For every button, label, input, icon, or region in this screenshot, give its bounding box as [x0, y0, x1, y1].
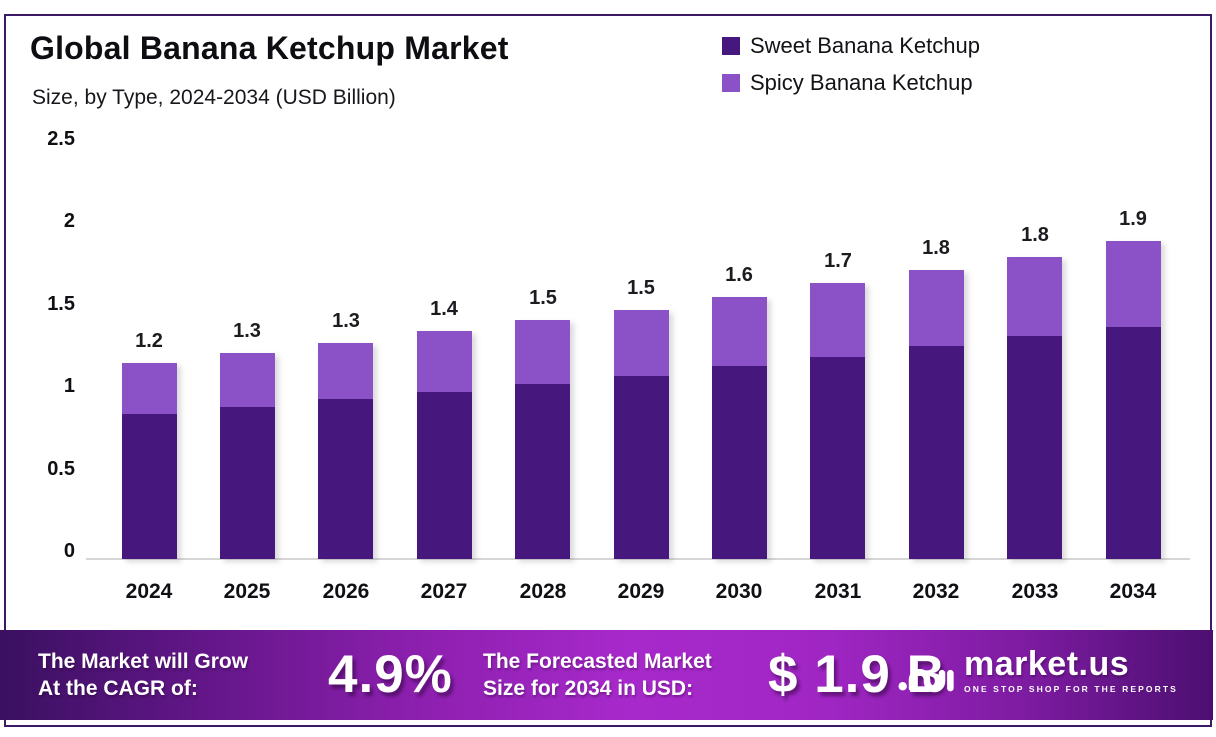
bar-2025 — [220, 353, 275, 559]
cagr-label: The Market will Grow At the CAGR of: — [38, 650, 249, 700]
bar-total-label-2025: 1.3 — [233, 320, 261, 342]
y-tick-label-0: 0 — [63, 540, 75, 562]
chart-title: Global Banana Ketchup Market — [30, 30, 509, 66]
y-tick-label-1.5: 1.5 — [47, 292, 75, 315]
bar-total-label-2024: 1.2 — [135, 330, 163, 352]
bar-2027 — [417, 331, 472, 559]
y-tick-label-2.5: 2.5 — [47, 127, 75, 150]
bar-segment-spicy-2034 — [1106, 241, 1161, 327]
bar-2029 — [614, 310, 669, 559]
legend-item-sweet: Sweet Banana Ketchup — [722, 33, 980, 59]
bar-2026 — [318, 343, 373, 559]
x-axis-label-2032: 2032 — [912, 580, 960, 603]
x-axis-label-2026: 2026 — [322, 580, 370, 603]
brand-name: market.us — [964, 645, 1130, 683]
bar-total-label-2034: 1.9 — [1119, 208, 1147, 230]
legend-label-spicy: Spicy Banana Ketchup — [750, 70, 973, 95]
bar-segment-spicy-2030 — [712, 297, 767, 366]
bar-segment-sweet-2030 — [712, 366, 767, 559]
bar-total-label-2031: 1.7 — [824, 250, 852, 272]
brand-logo: market.us ONE STOP SHOP FOR THE REPORTS — [898, 646, 1178, 696]
legend-swatch-spicy — [722, 74, 740, 92]
bar-segment-spicy-2032 — [909, 270, 964, 346]
bar-segment-sweet-2033 — [1007, 336, 1062, 559]
bar-segment-sweet-2026 — [318, 399, 373, 559]
x-axis-label-2028: 2028 — [519, 580, 567, 603]
bar-segment-sweet-2029 — [614, 376, 669, 559]
bar-segment-spicy-2031 — [810, 283, 865, 357]
bar-segment-spicy-2026 — [318, 343, 373, 399]
marketus-logo-icon — [898, 668, 954, 693]
bar-segment-spicy-2033 — [1007, 257, 1062, 336]
bar-total-label-2029: 1.5 — [627, 277, 655, 299]
cagr-value: 4.9% — [328, 645, 453, 704]
bar-segment-spicy-2028 — [515, 320, 570, 384]
y-tick-label-2: 2 — [63, 210, 75, 232]
footer-banner: The Market will Grow At the CAGR of: 4.9… — [0, 630, 1213, 720]
bar-2034 — [1106, 241, 1161, 559]
bar-segment-sweet-2025 — [220, 407, 275, 559]
bar-2031 — [810, 283, 865, 559]
bar-segment-spicy-2024 — [122, 363, 177, 414]
x-axis-label-2024: 2024 — [125, 580, 173, 603]
bar-2032 — [909, 270, 964, 559]
x-axis-label-2029: 2029 — [617, 580, 665, 603]
bar-segment-spicy-2029 — [614, 310, 669, 376]
legend-label-sweet: Sweet Banana Ketchup — [750, 33, 980, 58]
x-axis-label-2025: 2025 — [223, 580, 271, 603]
bar-segment-sweet-2034 — [1106, 327, 1161, 559]
legend-swatch-sweet — [722, 37, 740, 55]
bar-2024 — [122, 363, 177, 559]
x-axis-label-2027: 2027 — [420, 580, 468, 603]
brand-tagline: ONE STOP SHOP FOR THE REPORTS — [964, 684, 1178, 694]
bar-segment-sweet-2027 — [417, 392, 472, 559]
bar-total-label-2032: 1.8 — [922, 237, 950, 259]
bar-segment-sweet-2028 — [515, 384, 570, 559]
bar-segment-sweet-2032 — [909, 346, 964, 559]
x-axis-line — [86, 558, 1190, 560]
bar-2033 — [1007, 257, 1062, 559]
bar-total-label-2026: 1.3 — [332, 310, 360, 332]
bar-2030 — [712, 297, 767, 559]
bar-2028 — [515, 320, 570, 559]
legend: Sweet Banana Ketchup Spicy Banana Ketchu… — [722, 33, 980, 107]
y-tick-label-1: 1 — [63, 375, 75, 397]
bar-segment-spicy-2025 — [220, 353, 275, 407]
bar-total-label-2030: 1.6 — [725, 264, 753, 286]
bar-segment-spicy-2027 — [417, 331, 472, 392]
bar-total-label-2028: 1.5 — [529, 287, 557, 309]
bar-total-label-2033: 1.8 — [1021, 224, 1049, 246]
legend-item-spicy: Spicy Banana Ketchup — [722, 70, 980, 96]
x-axis-label-2031: 2031 — [814, 580, 862, 603]
bar-segment-sweet-2024 — [122, 414, 177, 559]
bar-segment-sweet-2031 — [810, 357, 865, 559]
bar-total-label-2027: 1.4 — [430, 298, 458, 320]
x-axis-label-2033: 2033 — [1011, 580, 1059, 603]
x-axis-label-2030: 2030 — [715, 580, 763, 603]
x-axis-label-2034: 2034 — [1109, 580, 1157, 603]
forecast-label: The Forecasted Market Size for 2034 in U… — [483, 650, 712, 700]
y-tick-label-0.5: 0.5 — [47, 457, 75, 480]
chart-subtitle: Size, by Type, 2024-2034 (USD Billion) — [32, 86, 396, 109]
